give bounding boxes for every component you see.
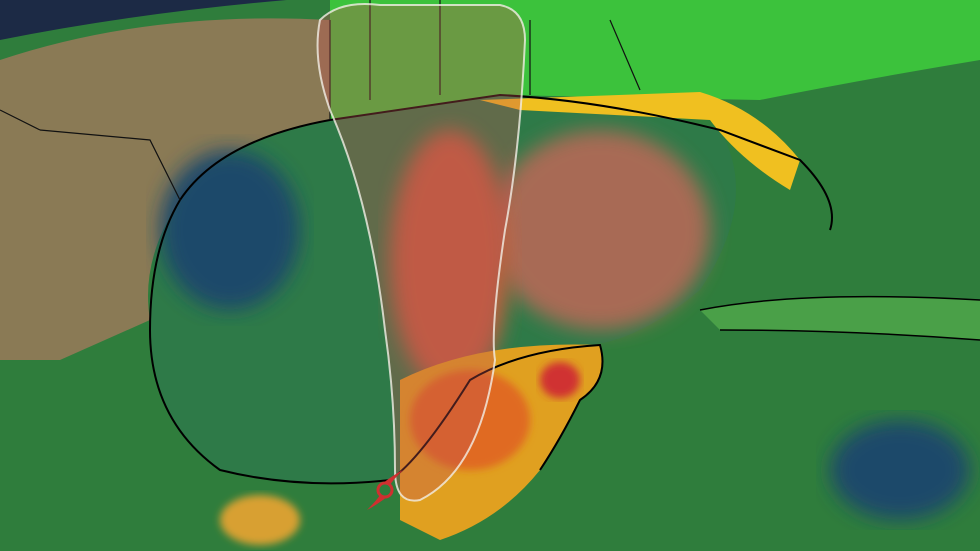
terrain-land — [0, 18, 330, 360]
rain-band-north — [330, 0, 980, 120]
caribbean-deep-water — [830, 420, 970, 520]
rain-area-western-gulf — [390, 130, 510, 390]
cuba — [700, 296, 980, 340]
coastline-west — [148, 199, 391, 485]
rain-florida-heavy — [480, 92, 800, 190]
coastline-cuba — [699, 295, 980, 341]
hurricane-icon — [367, 470, 403, 510]
coastline-north — [179, 93, 833, 231]
coastline-yucatan — [389, 343, 604, 481]
rain-heavy-mexico — [220, 495, 300, 545]
deep-water-area — [160, 150, 300, 310]
forecast-cone — [316, 3, 527, 502]
state-borders — [0, 0, 641, 201]
rain-very-heavy-yucatan — [410, 370, 530, 470]
rain-extreme-yucatan — [540, 362, 580, 398]
rain-area-central-gulf — [490, 130, 710, 330]
